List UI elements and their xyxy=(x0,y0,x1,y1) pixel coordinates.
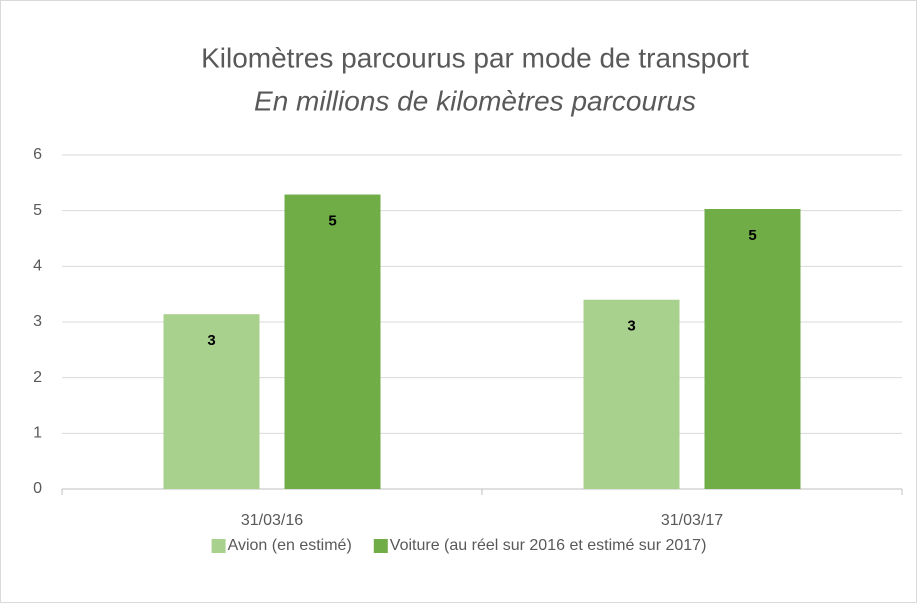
data-label: 3 xyxy=(627,318,635,335)
data-label: 3 xyxy=(207,332,215,349)
legend-label: Avion (en estimé) xyxy=(228,537,352,554)
y-tick-label: 4 xyxy=(33,258,42,275)
legend-label: Voiture (au réel sur 2016 et estimé sur … xyxy=(390,537,707,554)
y-tick-label: 3 xyxy=(33,313,42,330)
chart-subtitle: En millions de kilomètres parcourus xyxy=(254,85,696,116)
y-tick-label: 6 xyxy=(33,146,42,163)
x-tick-label: 31/03/16 xyxy=(241,512,303,529)
chart-title: Kilomètres parcourus par mode de transpo… xyxy=(201,42,749,73)
legend-swatch xyxy=(373,539,388,553)
y-tick-label: 0 xyxy=(33,480,42,497)
y-tick-label: 1 xyxy=(33,425,42,442)
y-tick-label: 5 xyxy=(33,202,42,219)
data-label: 5 xyxy=(328,212,336,229)
y-tick-label: 2 xyxy=(33,369,42,386)
bar xyxy=(583,299,680,489)
data-label: 5 xyxy=(748,227,756,244)
x-tick-label: 31/03/17 xyxy=(661,512,723,529)
legend-swatch xyxy=(211,539,226,553)
bar xyxy=(704,208,801,489)
bar xyxy=(284,194,381,490)
bar xyxy=(163,314,260,489)
